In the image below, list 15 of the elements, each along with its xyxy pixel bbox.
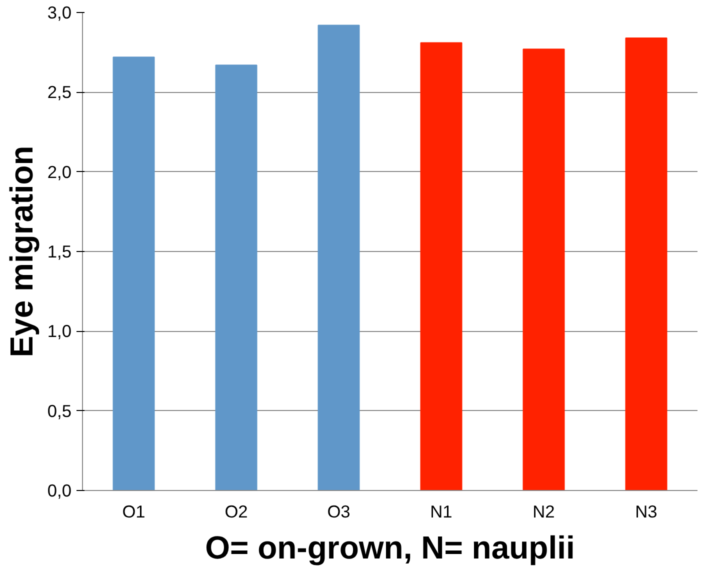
y-tick-label: 1,5: [47, 242, 72, 262]
x-axis-title: O= on-grown, N= nauplii: [205, 530, 575, 566]
y-axis-title: Eye migration: [3, 146, 40, 358]
y-tick-label: 2,0: [47, 162, 72, 182]
y-tick-label: 3,0: [47, 2, 72, 22]
x-tick-label: N1: [430, 502, 452, 522]
x-tick-label: N3: [635, 502, 658, 522]
y-tick-label: 0,0: [47, 480, 72, 500]
x-tick-label: O2: [224, 502, 248, 522]
x-tick-label: O1: [122, 502, 146, 522]
x-tick-label: O3: [327, 502, 350, 522]
x-tick-label: N2: [532, 502, 555, 522]
y-tick-label: 2,5: [47, 82, 72, 102]
y-tick-label: 1,0: [47, 321, 72, 342]
y-tick-label: 0,5: [47, 400, 72, 421]
